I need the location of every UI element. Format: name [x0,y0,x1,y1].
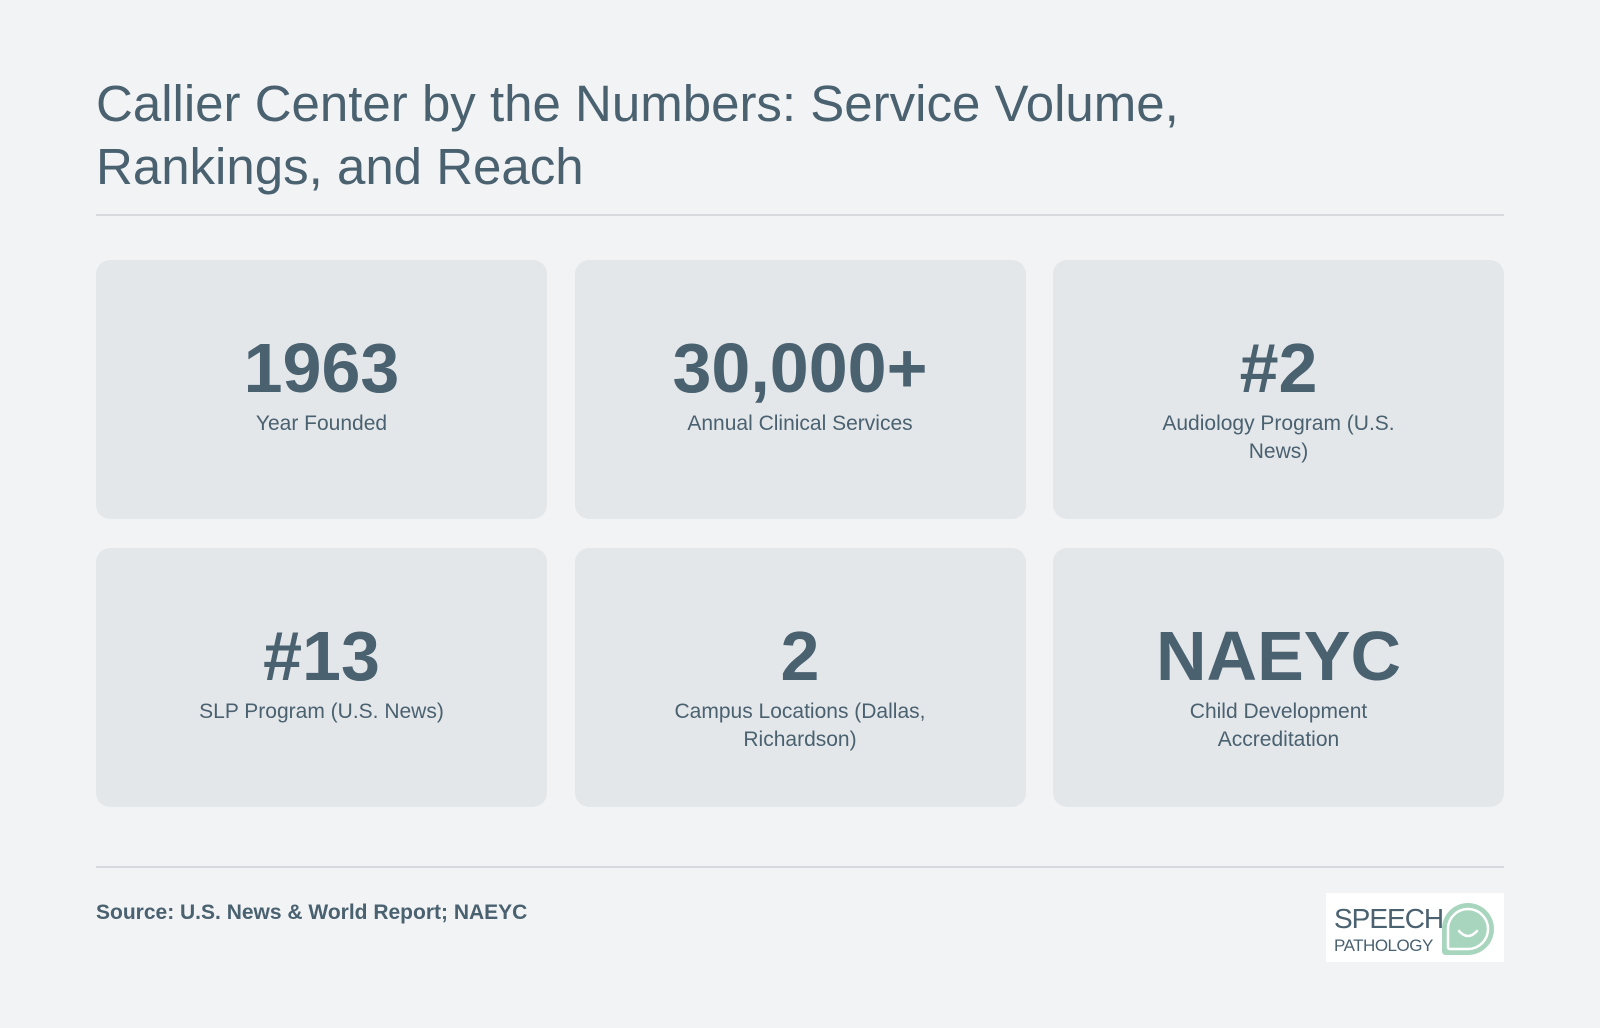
stat-label: Campus Locations (Dallas, Richardson) [674,700,926,751]
stat-value: #2 [1239,329,1318,407]
stat-value: 1963 [243,329,400,407]
stat-label: Child Development Accreditation [1189,700,1368,751]
logo-text-pathology: PATHOLOGY [1334,936,1433,955]
stat-card-year-founded: 1963 Year Founded [96,260,547,519]
footer-divider [96,866,1504,868]
stat-card-accreditation: NAEYC Child Development Accreditation [1053,548,1504,807]
stat-value: 2 [780,617,820,695]
stat-value: 30,000+ [672,329,928,407]
stat-label: SLP Program (U.S. News) [199,700,444,723]
stat-label: Annual Clinical Services [687,412,913,435]
speech-pathology-logo: SPEECH PATHOLOGY [1326,893,1504,962]
stat-card-audiology-rank: #2 Audiology Program (U.S. News) [1053,260,1504,519]
speech-bubble-smile-icon [1442,903,1494,955]
stat-card-slp-rank: #13 SLP Program (U.S. News) [96,548,547,807]
stat-card-campus-locations: 2 Campus Locations (Dallas, Richardson) [574,548,1026,807]
stat-value: NAEYC [1155,617,1402,695]
stats-grid: 1963 Year Founded 30,000+ Annual Clinica… [96,260,1504,807]
page-title: Callier Center by the Numbers: Service V… [96,75,1179,195]
title-divider [96,214,1504,216]
stat-label: Year Founded [255,412,388,435]
stat-value: #13 [263,617,380,695]
logo-text-speech: SPEECH [1334,903,1444,934]
source-note: Source: U.S. News & World Report; NAEYC [96,901,528,924]
stat-card-annual-services: 30,000+ Annual Clinical Services [574,260,1026,519]
stat-label: Audiology Program (U.S. News) [1162,412,1395,463]
